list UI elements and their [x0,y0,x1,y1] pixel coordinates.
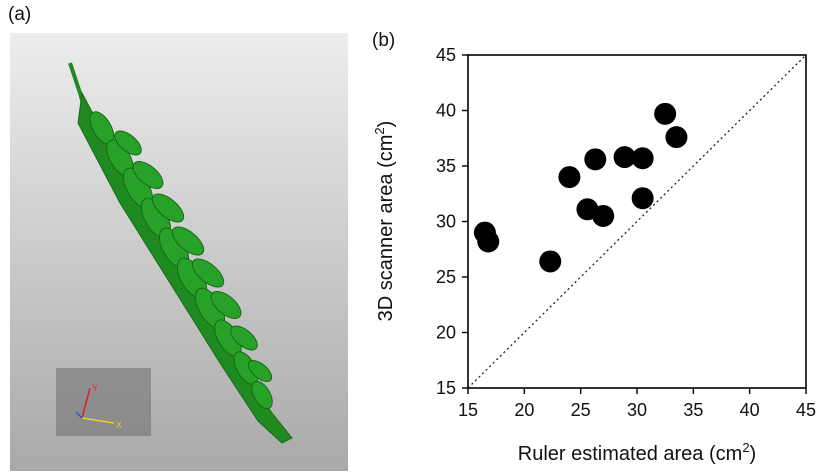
scatter-point [592,204,615,227]
y-tick-label: 20 [436,323,456,343]
x-axis-line [81,417,115,424]
x-tick-label: 20 [514,400,534,420]
scatter-point [477,230,500,253]
scatter-point [584,148,607,171]
scatter-point [613,146,636,169]
x-axis-title: Ruler estimated area (cm2) [518,440,756,465]
y-tick-label: 15 [436,378,456,398]
gizmo-y-label: Y [92,383,98,393]
scatter-point [654,102,677,125]
scatter-point [558,166,581,189]
gizmo-x-label: X [116,420,122,430]
x-tick-label: 35 [683,400,703,420]
axis-gizmo: Y X [56,368,151,436]
y-axis-line [81,387,91,419]
x-tick-label: 30 [627,400,647,420]
y-tick-label: 40 [436,101,456,121]
y-tick-label: 45 [436,45,456,65]
x-tick-label: 45 [796,400,816,420]
panel-b-label: (b) [372,30,396,51]
x-tick-label: 25 [571,400,591,420]
wheat-spike-icon [68,62,293,444]
x-tick-label: 40 [740,400,760,420]
y-tick-label: 30 [436,212,456,232]
scatter-point [539,250,562,273]
y-tick-label: 35 [436,156,456,176]
wheat-spike-render: Y X [10,33,348,471]
scatter-point [631,147,654,170]
z-axis-line [75,411,83,419]
reference-line [467,54,807,389]
y-tick-label: 25 [436,267,456,287]
wheat-spike-illustration [68,62,293,444]
scatter-point [665,126,688,149]
scatter-point [631,187,654,210]
y-axis-title: 3D scanner area (cm2) [372,121,397,322]
x-tick-label: 15 [458,400,478,420]
panel-a-label: (a) [8,4,32,25]
